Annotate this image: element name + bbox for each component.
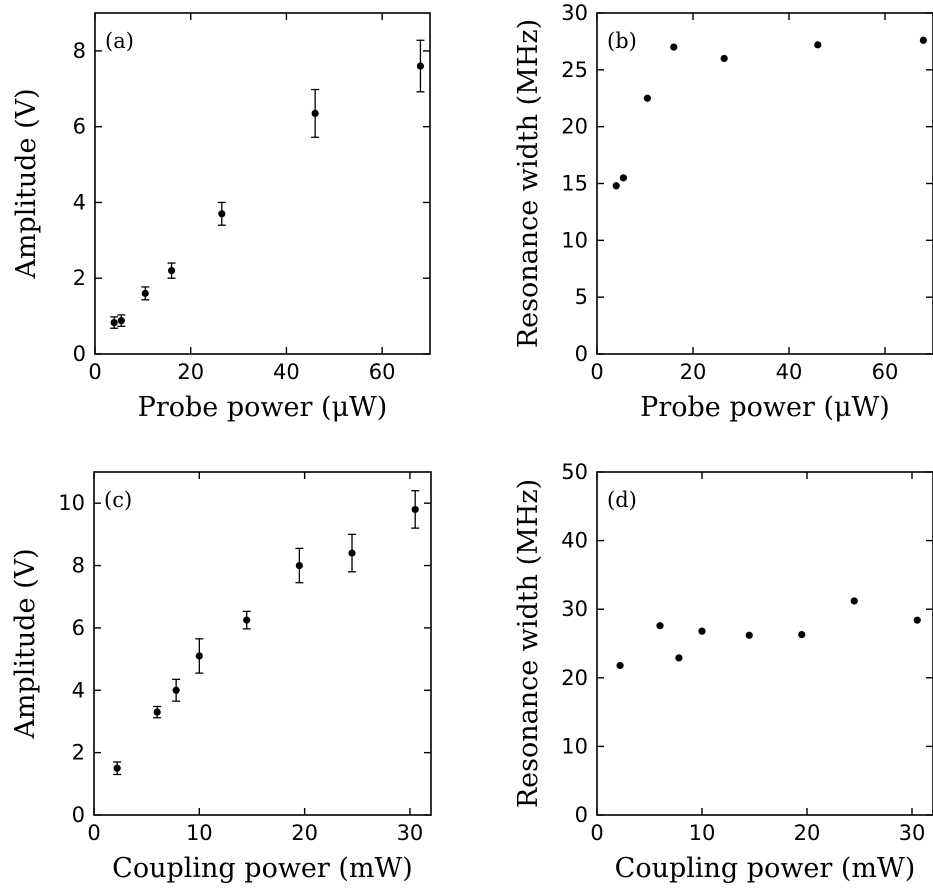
x-axis-label: Probe power (μW) — [138, 392, 388, 423]
y-tick-label: 25 — [561, 58, 588, 82]
y-tick-label: 5 — [575, 285, 588, 309]
data-point — [698, 627, 706, 635]
x-tick-label: 30 — [899, 821, 926, 845]
data-point — [670, 43, 678, 51]
x-tick-label: 30 — [397, 821, 424, 845]
y-tick-label: 0 — [575, 342, 588, 366]
x-tick-label: 60 — [872, 360, 899, 384]
data-point — [243, 616, 251, 624]
x-tick-label: 20 — [794, 821, 821, 845]
data-point — [745, 631, 753, 639]
panel-label: (b) — [607, 29, 637, 53]
x-tick-label: 0 — [88, 360, 101, 384]
y-tick-label: 15 — [561, 172, 588, 196]
y-tick-label: 50 — [561, 460, 588, 484]
x-tick-label: 10 — [186, 821, 213, 845]
data-point — [720, 54, 728, 63]
y-tick-label: 8 — [73, 39, 86, 63]
data-point — [110, 318, 118, 327]
data-point — [311, 109, 319, 118]
data-point — [616, 661, 624, 670]
y-axis-label: Amplitude (V) — [11, 88, 42, 279]
y-tick-label: 2 — [73, 266, 86, 290]
data-point — [117, 317, 125, 325]
data-point — [814, 41, 822, 49]
y-tick-label: 4 — [72, 678, 85, 702]
data-point — [643, 94, 652, 102]
data-point — [656, 622, 664, 630]
x-tick-label: 0 — [87, 821, 100, 845]
x-tick-label: 60 — [369, 360, 396, 384]
x-tick-label: 20 — [680, 360, 707, 384]
y-tick-label: 8 — [72, 554, 85, 578]
y-tick-label: 2 — [72, 741, 85, 765]
data-point — [113, 764, 121, 772]
data-point — [153, 708, 161, 716]
y-tick-label: 4 — [73, 190, 86, 214]
y-tick-label: 40 — [561, 529, 588, 553]
panel-label: (a) — [105, 29, 134, 53]
data-point — [675, 654, 683, 662]
data-point — [411, 505, 419, 514]
data-point — [348, 549, 356, 557]
x-axis-label: Probe power (μW) — [640, 392, 890, 423]
panel-label: (d) — [607, 488, 637, 512]
y-tick-label: 6 — [72, 616, 85, 640]
data-point — [172, 686, 180, 694]
panel-a: 0 20 40 60 0 2 4 6 8 Probe power (μW) Amplitude (V… — [11, 12, 431, 423]
x-tick-label: 10 — [689, 821, 716, 845]
y-axis-label: Resonance width (MHz) — [513, 479, 544, 808]
x-axis-label: Coupling power (mW) — [615, 853, 916, 884]
data-point — [218, 210, 226, 218]
y-tick-label: 10 — [561, 734, 588, 758]
data-point — [619, 174, 628, 182]
x-tick-label: 0 — [590, 360, 603, 384]
y-axis-label: Resonance width (MHz) — [513, 19, 544, 348]
data-point — [850, 597, 858, 605]
y-tick-label: 6 — [73, 115, 86, 139]
x-tick-label: 20 — [291, 821, 318, 845]
data-point — [913, 616, 921, 624]
panel-d: 0 10 20 30 0 10 20 30 40 50 Coupling power (mW) Res… — [513, 460, 933, 884]
plot-frame — [94, 12, 431, 355]
data-point — [798, 630, 806, 639]
y-tick-label: 0 — [72, 803, 85, 827]
x-tick-label: 0 — [590, 821, 603, 845]
x-tick-label: 20 — [177, 360, 204, 384]
x-axis-label: Coupling power (mW) — [112, 853, 413, 884]
data-point — [416, 62, 425, 70]
data-point — [167, 267, 176, 275]
plot-frame — [596, 12, 933, 355]
y-tick-label: 0 — [73, 342, 86, 366]
panel-c: 0 10 20 30 0 2 4 6 8 10 Coupling power (mW) Amplitu… — [10, 471, 432, 884]
x-tick-label: 40 — [776, 360, 803, 384]
plot-frame — [93, 471, 432, 816]
y-tick-label: 10 — [58, 491, 85, 515]
y-tick-label: 30 — [561, 1, 588, 25]
y-tick-label: 0 — [575, 803, 588, 827]
data-point — [195, 652, 203, 660]
x-tick-label: 40 — [273, 360, 300, 384]
panel-label: (c) — [104, 488, 132, 512]
data-point — [919, 36, 928, 44]
y-axis-label: Amplitude (V) — [10, 548, 41, 739]
plot-frame — [596, 471, 933, 816]
y-tick-label: 20 — [561, 666, 588, 690]
y-tick-label: 20 — [561, 115, 588, 139]
y-tick-label: 10 — [561, 228, 588, 252]
data-point — [612, 182, 620, 190]
panel-b: 0 20 40 60 0 5 10 15 20 25 30 Probe power (μW) Reson… — [513, 1, 933, 423]
data-point — [141, 289, 149, 297]
y-tick-label: 30 — [561, 597, 588, 621]
data-point — [295, 561, 303, 570]
